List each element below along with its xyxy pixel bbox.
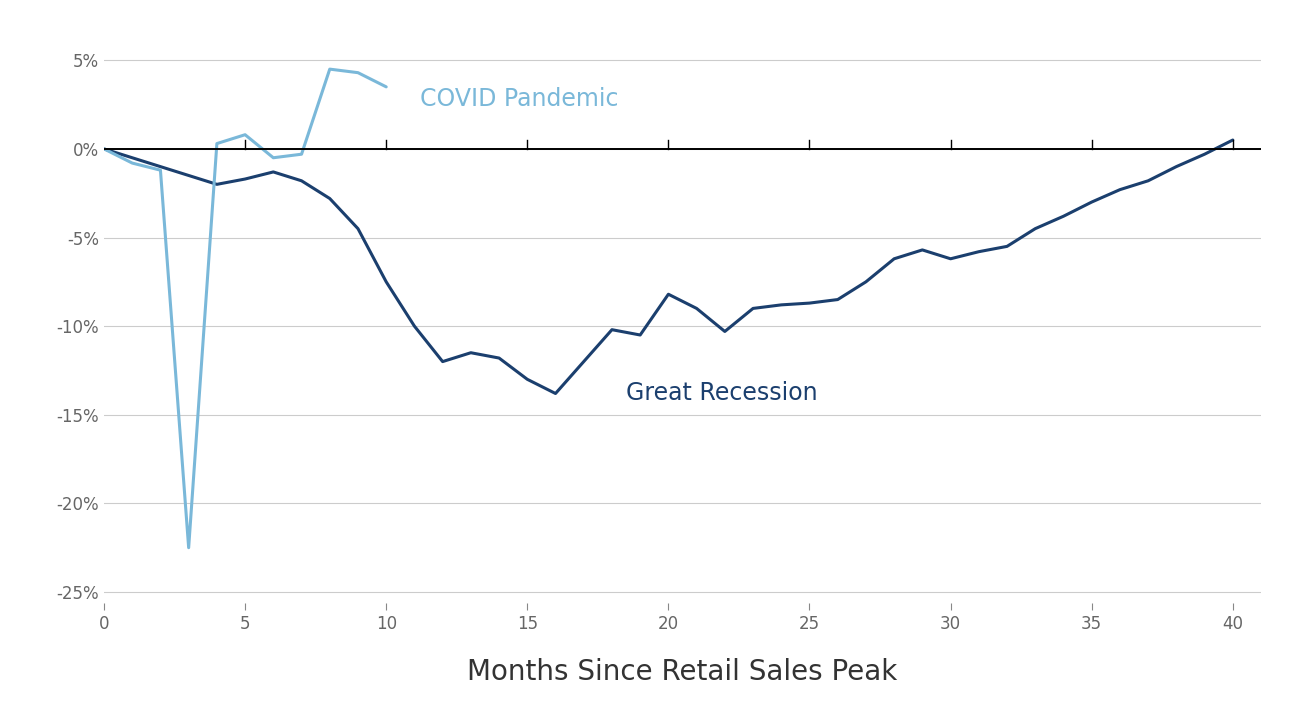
Text: Great Recession: Great Recession — [627, 381, 818, 406]
X-axis label: Months Since Retail Sales Peak: Months Since Retail Sales Peak — [468, 658, 897, 686]
Text: COVID Pandemic: COVID Pandemic — [420, 87, 619, 111]
